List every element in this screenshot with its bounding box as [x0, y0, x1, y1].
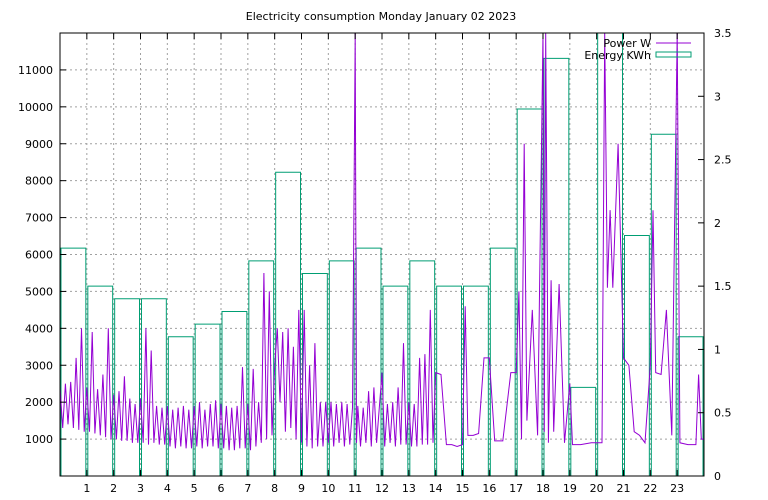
energy-bar-hour-19 — [570, 386, 597, 476]
energy-bar-hour-5 — [194, 323, 221, 476]
y-tick-label: 11000 — [18, 64, 53, 77]
y-tick-label: 4000 — [25, 322, 53, 335]
x-tick-label: 12 — [375, 482, 389, 495]
power-line — [59, 32, 704, 451]
x-tick-label: 14 — [429, 482, 443, 495]
legend-power-label: Power W — [603, 37, 651, 50]
x-tick-label: 23 — [670, 482, 684, 495]
x-tick-label: 11 — [348, 482, 362, 495]
x-tick-label: 6 — [218, 482, 225, 495]
y-tick-label: 5000 — [25, 285, 53, 298]
energy-bar-hour-4 — [167, 336, 194, 476]
energy-bar-hour-23 — [677, 336, 704, 476]
x-tick-label: 9 — [298, 482, 305, 495]
y-tick-label: 1000 — [25, 433, 53, 446]
x-tick-label: 22 — [643, 482, 657, 495]
energy-bar-hour-21 — [624, 235, 650, 476]
energy-bar-hour-17 — [516, 108, 543, 476]
x-tick-label: 1 — [83, 482, 90, 495]
energy-bar-hour-1 — [87, 285, 114, 476]
x-tick-label: 7 — [244, 482, 251, 495]
x-tick-label: 5 — [191, 482, 198, 495]
x-tick-label: 16 — [482, 482, 496, 495]
energy-bar-hour-8 — [275, 171, 301, 476]
energy-bar-hour-7 — [248, 260, 275, 476]
energy-bar-hour-9 — [302, 272, 328, 476]
energy-bar-hour-13 — [409, 260, 436, 476]
y2-tick-label: 0.5 — [714, 407, 732, 420]
x-tick-label: 19 — [563, 482, 577, 495]
x-tick-label: 13 — [402, 482, 416, 495]
y-tick-label: 10000 — [18, 101, 53, 114]
energy-bar-hour-14 — [436, 285, 462, 476]
x-tick-label: 4 — [164, 482, 171, 495]
x-tick-label: 21 — [617, 482, 631, 495]
y2-tick-label: 3 — [714, 90, 721, 103]
y-tick-label: 6000 — [25, 249, 53, 262]
x-tick-label: 2 — [110, 482, 117, 495]
x-tick-label: 20 — [590, 482, 604, 495]
y-tick-label: 3000 — [25, 359, 53, 372]
x-tick-label: 8 — [271, 482, 278, 495]
energy-series — [60, 32, 704, 476]
y2-tick-labels: 0 0.5 1 1.5 2 2.5 3 3.5 — [714, 27, 732, 483]
y-tick-label: 2000 — [25, 396, 53, 409]
y2-tick-label: 1.5 — [714, 280, 732, 293]
x-tick-labels: 1 2 3 4 5 6 7 8 9 10 11 12 13 14 15 16 17 18 19 20 21 22 23 — [83, 482, 684, 495]
energy-bar-hour-12 — [382, 285, 409, 476]
legend: Power W Energy KWh — [584, 37, 692, 62]
y2-tick-label: 3.5 — [714, 27, 732, 40]
legend-energy-swatch — [655, 51, 692, 58]
y2-tick-label: 1 — [714, 343, 721, 356]
grid — [60, 33, 704, 476]
y-tick-labels: 1000 2000 3000 4000 5000 6000 7000 8000 9000 1000… — [18, 64, 53, 446]
legend-energy-label: Energy KWh — [584, 49, 651, 62]
energy-bar-hour-0 — [60, 247, 87, 476]
y-tick-label: 9000 — [25, 138, 53, 151]
x-tick-label: 17 — [509, 482, 523, 495]
y2-tick-label: 2 — [714, 217, 721, 230]
energy-bar-hour-10 — [328, 260, 355, 476]
x-tick-label: 15 — [456, 482, 470, 495]
y-tick-label: 7000 — [25, 212, 53, 225]
y-tick-label: 8000 — [25, 175, 53, 188]
chart-title: Electricity consumption Monday January 0… — [246, 10, 516, 23]
x-tick-label: 3 — [137, 482, 144, 495]
y2-tick-label: 0 — [714, 470, 721, 483]
axis-ticks — [60, 32, 704, 477]
x-tick-label: 18 — [536, 482, 550, 495]
energy-bar-hour-16 — [489, 247, 516, 476]
energy-bar-hour-2 — [114, 298, 140, 476]
y2-tick-label: 2.5 — [714, 154, 732, 167]
power-series — [59, 32, 704, 451]
energy-bar-hour-6 — [221, 310, 248, 476]
x-tick-label: 10 — [321, 482, 335, 495]
energy-bar-hour-3 — [141, 298, 167, 476]
